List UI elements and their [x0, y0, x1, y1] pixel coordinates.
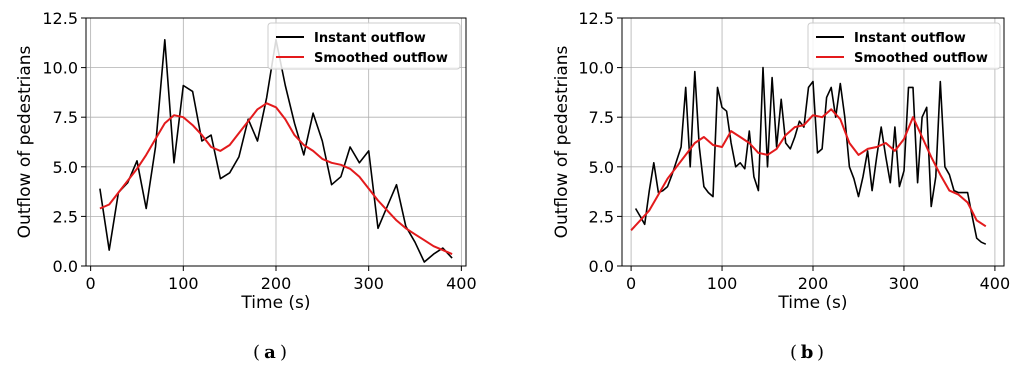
panel-caption: (b) — [790, 342, 824, 363]
x-axis-label: Time (s) — [240, 293, 310, 313]
y-tick-label: 12.5 — [42, 9, 78, 28]
y-axis-label: Outflow of pedestrians — [552, 45, 572, 238]
y-tick-label: 2.5 — [53, 207, 78, 226]
caption-close-paren: ) — [280, 342, 287, 363]
caption-letter: b — [801, 342, 814, 363]
y-tick-label: 0.0 — [53, 257, 78, 276]
x-tick-label: 100 — [707, 274, 738, 293]
x-axis-label: Time (s) — [777, 293, 847, 313]
caption-open-paren: ( — [253, 342, 260, 363]
x-tick-label: 400 — [980, 274, 1011, 293]
x-tick-label: 200 — [798, 274, 829, 293]
legend-box — [807, 22, 1001, 70]
panel-caption: (a) — [253, 342, 287, 363]
y-axis-label: Outflow of pedestrians — [15, 45, 35, 238]
caption-open-paren: ( — [790, 342, 797, 363]
caption-close-paren: ) — [817, 342, 824, 363]
legend-label: Smoothed outflow — [854, 51, 988, 66]
smoothed-outflow-line — [99, 102, 453, 256]
y-tick-label: 5.0 — [53, 158, 78, 177]
x-tick-label: 300 — [353, 274, 384, 293]
caption-letter: a — [264, 342, 276, 363]
legend-label: Smoothed outflow — [314, 51, 448, 66]
smoothed-outflow-line — [630, 108, 987, 231]
y-tick-label: 10.0 — [578, 59, 614, 78]
y-tick-label: 10.0 — [42, 59, 78, 78]
x-tick-label: 100 — [168, 274, 199, 293]
legend: Instant outflow Smoothed outflow — [267, 22, 461, 70]
x-tick-label: 300 — [889, 274, 920, 293]
x-tick-label: 400 — [446, 274, 477, 293]
y-tick-label: 7.5 — [53, 108, 78, 127]
panel-b: 0 100 200 300 400 0.0 2.5 5.0 7.5 10.0 12.5 Time (s… — [552, 9, 1010, 363]
x-tick-label: 200 — [261, 274, 292, 293]
y-tick-label: 2.5 — [589, 207, 614, 226]
y-tick-label: 5.0 — [589, 158, 614, 177]
y-tick-label: 0.0 — [589, 257, 614, 276]
x-tick-label: 0 — [626, 274, 636, 293]
x-tick-label: 0 — [86, 274, 96, 293]
legend-label: Instant outflow — [314, 31, 426, 46]
instant-outflow-line — [634, 66, 987, 245]
legend-box — [267, 22, 461, 70]
y-tick-label: 7.5 — [589, 108, 614, 127]
legend: Instant outflow Smoothed outflow — [807, 22, 1001, 70]
panel-a: 0 100 200 300 400 0.0 2.5 5.0 7.5 10.0 12.5 Time (s… — [15, 9, 477, 363]
legend-label: Instant outflow — [854, 31, 966, 46]
y-tick-label: 12.5 — [578, 9, 614, 28]
